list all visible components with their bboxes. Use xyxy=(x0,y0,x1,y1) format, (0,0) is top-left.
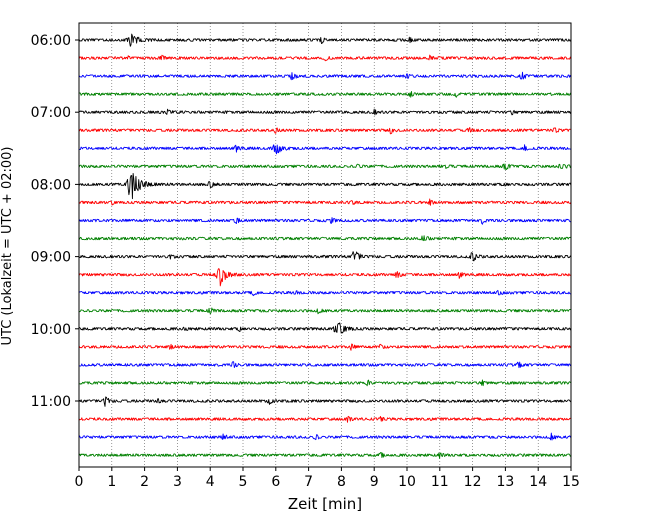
seismogram-trace xyxy=(78,343,572,351)
grid-lines xyxy=(111,23,539,467)
seismogram-trace xyxy=(78,33,572,47)
y-tick-label: 07:00 xyxy=(31,105,71,121)
seismogram-traces xyxy=(78,33,572,459)
seismogram-trace xyxy=(78,108,572,116)
y-tick-label: 08:00 xyxy=(31,177,71,193)
seismogram-trace xyxy=(78,307,572,315)
x-tick-label: 10 xyxy=(398,474,416,490)
seismogram-trace xyxy=(78,144,572,155)
seismogram-trace xyxy=(78,415,572,423)
seismogram-trace xyxy=(78,90,572,98)
plot-frame xyxy=(78,22,572,468)
x-axis-title: Zeit [min] xyxy=(288,495,362,513)
seismogram-trace xyxy=(78,268,572,287)
seismogram-trace xyxy=(78,289,572,297)
x-tick-label: 4 xyxy=(206,474,215,490)
seismogram-trace xyxy=(78,379,572,387)
seismogram-trace xyxy=(78,54,572,62)
x-axis-ticks: 0 1 2 3 4 5 6 7 8 9 10 11 12 13 14 15 xyxy=(75,467,580,490)
x-tick-label: 11 xyxy=(431,474,449,490)
x-tick-label: 0 xyxy=(75,474,84,490)
seismogram-trace xyxy=(78,396,572,407)
seismogram-trace xyxy=(78,361,572,369)
seismogram-trace xyxy=(78,322,572,334)
seismogram-trace xyxy=(78,71,572,81)
seismogram-trace xyxy=(78,432,572,441)
seismogram-trace xyxy=(78,217,572,225)
x-tick-label: 3 xyxy=(173,474,182,490)
seismogram-trace xyxy=(78,452,572,459)
x-tick-label: 14 xyxy=(529,474,547,490)
x-tick-label: 12 xyxy=(464,474,482,490)
y-tick-label: 10:00 xyxy=(31,322,71,338)
x-tick-label: 15 xyxy=(562,474,580,490)
y-tick-label: 11:00 xyxy=(31,394,71,410)
seismogram-trace xyxy=(78,172,572,200)
seismogram-trace xyxy=(78,163,572,171)
seismogram-trace xyxy=(78,198,572,206)
x-tick-label: 1 xyxy=(107,474,116,490)
x-tick-label: 2 xyxy=(140,474,149,490)
seismogram-trace xyxy=(78,127,572,135)
x-tick-label: 8 xyxy=(337,474,346,490)
x-tick-label: 13 xyxy=(496,474,514,490)
seismogram-trace xyxy=(78,235,572,242)
seismogram-trace xyxy=(78,251,572,262)
x-tick-label: 6 xyxy=(271,474,280,490)
x-tick-label: 5 xyxy=(239,474,248,490)
y-axis-title: UTC (Lokalzeit = UTC + 02:00) xyxy=(0,147,15,346)
y-axis-ticks: 06:00 07:00 08:00 09:00 10:00 11:00 xyxy=(31,33,79,410)
y-tick-label: 09:00 xyxy=(31,250,71,266)
x-tick-label: 7 xyxy=(304,474,313,490)
y-tick-label: 06:00 xyxy=(31,33,71,49)
x-tick-label: 9 xyxy=(370,474,379,490)
